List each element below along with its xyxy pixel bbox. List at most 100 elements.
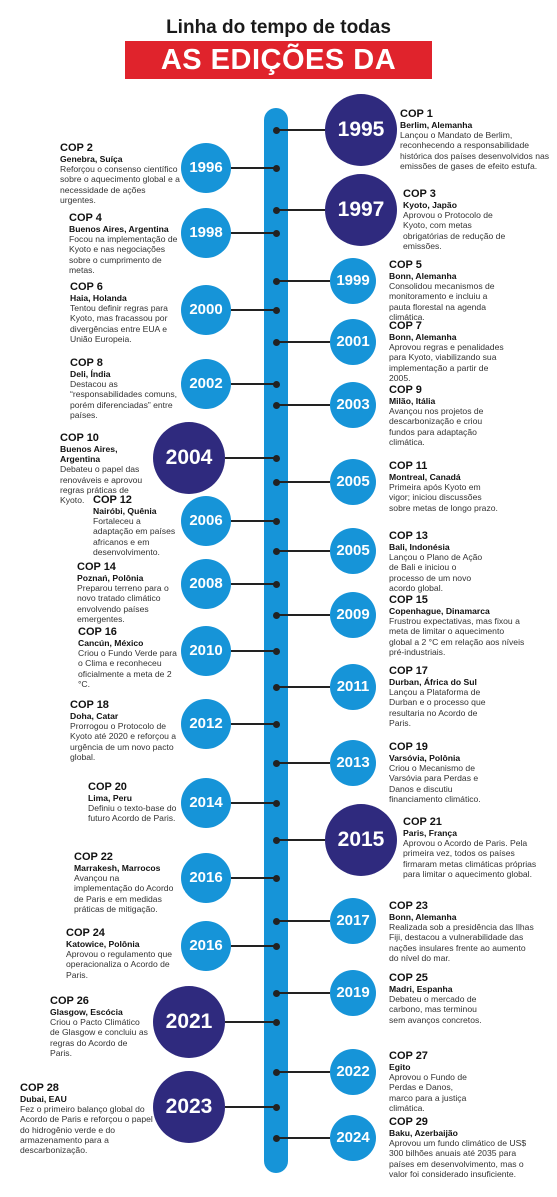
cop-location: Bonn, Alemanha [389, 271, 457, 281]
cop-entry: COP 16 Cancún, México Criou o Fundo Verde … [78, 626, 178, 689]
cop-location: Berlim, Alemanha [400, 120, 473, 130]
timeline-dot [272, 517, 280, 525]
year-circle: 2001 [330, 319, 376, 365]
cop-description: Realizada sob a presidência das Ilhas Fi… [389, 922, 534, 963]
cop-description: Aprovou regras e penalidades para Kyoto,… [389, 342, 504, 383]
year-circle: 2003 [330, 382, 376, 428]
cop-entry: COP 10 Buenos Aires, Argentina Debateu o p… [60, 432, 152, 505]
cop-location: Cancún, México [78, 638, 144, 648]
cop-description: Fortaleceu a adaptação em países african… [93, 516, 176, 557]
cop-description: Preparou terreno para o novo tratado cli… [77, 583, 169, 624]
year-circle: 2016 [181, 853, 231, 903]
cop-location: Katowice, Polônia [66, 939, 140, 949]
cop-entry: COP 22 Marrakesh, Marrocos Avançou na impl… [74, 851, 179, 914]
year-circle: 2005 [330, 528, 376, 574]
timeline-dot [272, 1018, 280, 1026]
cop-description: Lançou o Mandato de Berlim, reconhecendo… [400, 130, 550, 171]
timeline-dot [272, 454, 280, 462]
cop-number: COP 19 [389, 741, 428, 753]
connector-line [276, 1071, 330, 1073]
cop-entry: COP 7 Bonn, Alemanha Aprovou regras e pena… [389, 320, 509, 383]
timeline-dot [272, 206, 280, 214]
cop-entry: COP 8 Deli, Índia Destacou as “responsabil… [70, 357, 185, 420]
cop-number: COP 21 [403, 816, 442, 828]
cop-location: Lima, Peru [88, 793, 132, 803]
cop-location: Marrakesh, Marrocos [74, 863, 161, 873]
timeline-bar [264, 108, 288, 1173]
cop-description: Aprovou o Acordo de Paris. Pela primeira… [403, 838, 537, 879]
timeline-dot [272, 989, 280, 997]
cop-number: COP 22 [74, 851, 113, 863]
connector-line [231, 723, 276, 725]
year-circle: 2011 [330, 664, 376, 710]
cop-description: Aprovou o Protocolo de Kyoto, com metas … [403, 210, 506, 251]
cop-entry: COP 24 Katowice, Polônia Aprovou o regulam… [66, 927, 181, 980]
year-circle: 2006 [181, 496, 231, 546]
cop-location: Nairóbi, Quênia [93, 506, 157, 516]
timeline-dot [272, 874, 280, 882]
cop-location: Varsóvia, Polônia [389, 753, 461, 763]
year-circle: 2000 [181, 285, 231, 335]
cop-number: COP 29 [389, 1116, 428, 1128]
cop-number: COP 13 [389, 530, 428, 542]
connector-line [276, 129, 325, 131]
timeline-dot [272, 277, 280, 285]
cop-location: Bonn, Alemanha [389, 912, 457, 922]
cop-number: COP 28 [20, 1082, 59, 1094]
connector-line [276, 686, 330, 688]
cop-location: Montreal, Canadá [389, 472, 461, 482]
cop-description: Consolidou mecanismos de monitoramento e… [389, 281, 495, 322]
timeline-dot [272, 1134, 280, 1142]
timeline-dot [272, 1103, 280, 1111]
connector-line [276, 404, 330, 406]
timeline-dot [272, 1068, 280, 1076]
cop-description: Primeira após Kyoto em vigor; iniciou di… [389, 482, 498, 513]
cop-description: Prorrogou o Protocolo de Kyoto até 2020 … [70, 721, 177, 762]
cop-description: Avançou na implementação do Acordo de Pa… [74, 873, 174, 914]
connector-line [225, 457, 276, 459]
year-circle: 2015 [325, 804, 397, 876]
cop-number: COP 26 [50, 995, 89, 1007]
cop-entry: COP 5 Bonn, Alemanha Consolidou mecanismos… [389, 259, 499, 322]
cop-entry: COP 6 Haia, Holanda Tentou definir regras … [70, 281, 185, 344]
year-circle: 1995 [325, 94, 397, 166]
year-circle: 2008 [181, 559, 231, 609]
cop-entry: COP 28 Dubai, EAU Fez o primeiro balanço g… [20, 1082, 158, 1155]
connector-line [231, 383, 276, 385]
cop-description: Debateu o mercado de carbono, mas termin… [389, 994, 482, 1025]
connector-line [276, 481, 330, 483]
timeline-dot [272, 306, 280, 314]
year-circle: 2017 [330, 898, 376, 944]
cop-number: COP 27 [389, 1050, 428, 1062]
connector-line [276, 614, 330, 616]
cop-location: Buenos Aires, Argentina [60, 444, 118, 465]
connector-line [276, 1137, 330, 1139]
connector-line [276, 839, 325, 841]
cop-location: Baku, Azerbaijão [389, 1128, 458, 1138]
cop-number: COP 15 [389, 594, 428, 606]
cop-entry: COP 21 Paris, França Aprovou o Acordo de P… [403, 816, 538, 879]
cop-number: COP 24 [66, 927, 105, 939]
cop-number: COP 2 [60, 142, 93, 154]
year-circle: 2014 [181, 778, 231, 828]
cop-entry: COP 27 Egito Aprovou o Fundo de Perdas e D… [389, 1050, 479, 1113]
year-circle: 2022 [330, 1049, 376, 1095]
cop-description: Tentou definir regras para Kyoto, mas fr… [70, 303, 168, 344]
year-circle: 2013 [330, 740, 376, 786]
timeline-dot [272, 229, 280, 237]
timeline-dot [272, 720, 280, 728]
cop-entry: COP 15 Copenhague, Dinamarca Frustrou expe… [389, 594, 526, 657]
connector-line [276, 341, 330, 343]
year-circle: 2016 [181, 921, 231, 971]
timeline-dot [272, 401, 280, 409]
cop-number: COP 3 [403, 188, 436, 200]
title-banner: AS EDIÇÕES DA COP [125, 41, 432, 114]
cop-entry: COP 25 Madri, Espanha Debateu o mercado de… [389, 972, 489, 1025]
cop-number: COP 1 [400, 108, 433, 120]
year-circle: 1999 [330, 258, 376, 304]
connector-line [231, 945, 276, 947]
cop-location: Buenos Aires, Argentina [69, 224, 169, 234]
cop-description: Lançou o Plano de Ação de Bali e iniciou… [389, 552, 483, 593]
cop-location: Poznań, Polônia [77, 573, 144, 583]
cop-description: Focou na implementação de Kyoto e nas ne… [69, 234, 178, 275]
